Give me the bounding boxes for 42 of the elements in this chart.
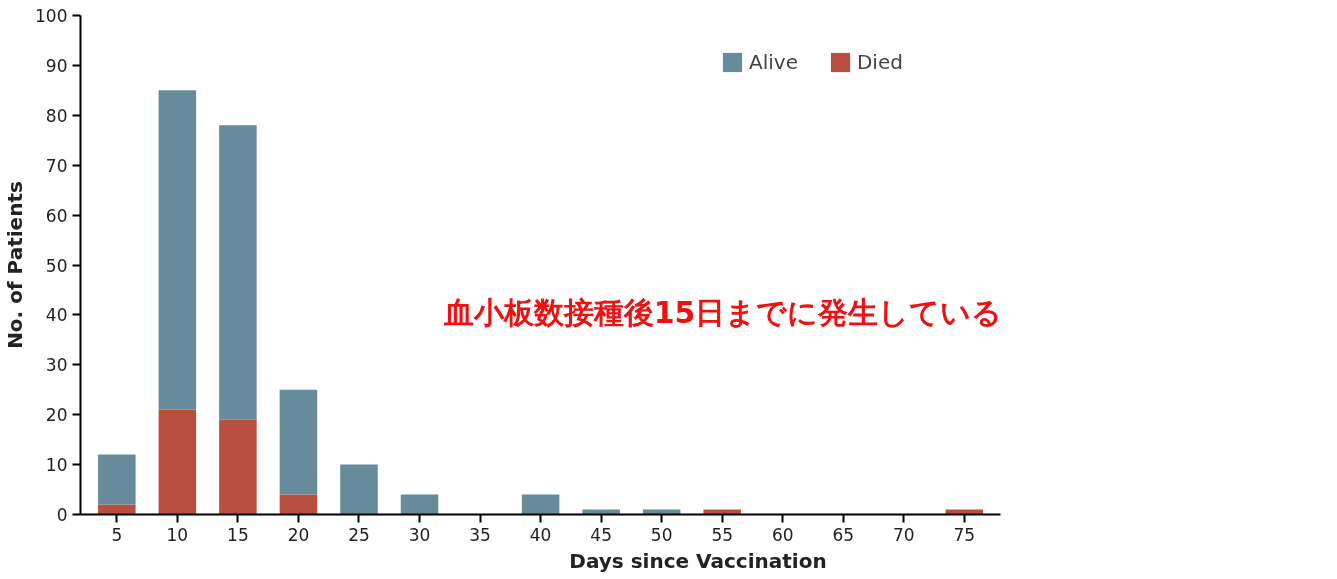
x-tick-label: 15 [227, 524, 249, 545]
x-tick-label: 30 [408, 524, 431, 545]
y-tick-label: 70 [45, 155, 68, 176]
y-tick-label: 90 [45, 55, 68, 76]
bar [279, 389, 318, 495]
x-tick-label: 35 [469, 524, 491, 545]
bar [400, 494, 439, 515]
annotation: 血小板数接種後15日までに発生している [442, 294, 1003, 330]
bar [158, 409, 197, 515]
x-tick-label: 40 [529, 524, 552, 545]
legend-label: Died [856, 50, 903, 74]
y-axis-title: No. of Patients [3, 181, 28, 349]
x-axis-title: Days since Vaccination [569, 548, 827, 573]
x-tick-label: 60 [771, 524, 794, 545]
x-tick-label: 55 [711, 524, 734, 545]
y-tick-label: 0 [56, 505, 68, 525]
y-tick-label: 100 [35, 6, 68, 26]
bar [219, 125, 257, 420]
y-tick-label: 30 [45, 355, 68, 376]
bar [521, 494, 560, 515]
x-tick-label: 75 [953, 524, 976, 545]
y-tick-label: 20 [45, 405, 68, 426]
bar [340, 464, 378, 515]
bar [98, 504, 136, 515]
y-tick-label: 60 [45, 205, 68, 226]
y-tick-label: 50 [45, 255, 68, 276]
x-tick-label: 25 [348, 524, 370, 545]
bar [98, 454, 136, 505]
bar [219, 419, 257, 515]
bar [279, 494, 318, 515]
legend-label: Alive [749, 50, 798, 74]
x-tick-label: 5 [111, 524, 123, 545]
y-tick-label: 10 [45, 455, 68, 476]
x-tick-label: 70 [893, 524, 915, 545]
x-tick-label: 10 [166, 524, 189, 545]
x-tick-label: 20 [287, 524, 310, 545]
x-tick-label: 65 [832, 524, 855, 545]
bar [158, 90, 197, 410]
x-tick-label: 45 [590, 524, 612, 545]
y-tick-label: 40 [45, 305, 68, 326]
x-tick-label: 50 [650, 524, 673, 545]
y-tick-label: 80 [45, 105, 68, 126]
